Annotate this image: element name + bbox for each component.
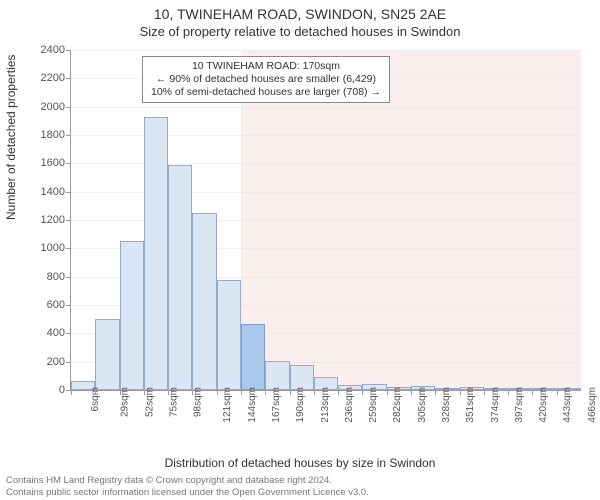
xtick-mark [557, 390, 558, 395]
ytick-mark [66, 305, 71, 306]
ytick-label: 0 [10, 384, 65, 396]
footer-line-1: Contains HM Land Registry data © Crown c… [6, 475, 369, 486]
x-axis-label: Distribution of detached houses by size … [0, 456, 600, 470]
ytick-mark [66, 277, 71, 278]
ytick-label: 1600 [10, 157, 65, 169]
xtick-mark [144, 390, 145, 395]
xtick-mark [265, 390, 266, 395]
xtick-label: 259sqm [368, 387, 379, 423]
xtick-mark [338, 390, 339, 395]
ytick-mark [66, 248, 71, 249]
xtick-mark [532, 390, 533, 395]
xtick-label: 420sqm [538, 387, 549, 423]
histogram-bar [120, 241, 144, 390]
title-subtitle: Size of property relative to detached ho… [0, 24, 600, 39]
xtick-label: 52sqm [144, 387, 155, 417]
histogram-bar [95, 319, 119, 390]
xtick-mark [435, 390, 436, 395]
ytick-mark [66, 362, 71, 363]
xtick-label: 144sqm [247, 387, 258, 423]
histogram-bar [144, 117, 168, 390]
histogram-bar [241, 324, 265, 390]
title-address: 10, TWINEHAM ROAD, SWINDON, SN25 2AE [0, 6, 600, 22]
xtick-mark [387, 390, 388, 395]
annotation-line-1: 10 TWINEHAM ROAD: 170sqm [151, 60, 381, 73]
ytick-label: 1000 [10, 242, 65, 254]
ytick-label: 400 [10, 327, 65, 339]
ytick-mark [66, 192, 71, 193]
xtick-mark [484, 390, 485, 395]
xtick-mark [192, 390, 193, 395]
xtick-label: 167sqm [271, 387, 282, 423]
xtick-label: 466sqm [587, 387, 598, 423]
ytick-mark [66, 135, 71, 136]
xtick-mark [290, 390, 291, 395]
ytick-label: 2200 [10, 72, 65, 84]
annotation-line-3: 10% of semi-detached houses are larger (… [151, 86, 381, 99]
ytick-label: 1800 [10, 129, 65, 141]
histogram-bar [217, 280, 241, 391]
xtick-label: 236sqm [344, 387, 355, 423]
xtick-label: 75sqm [168, 387, 179, 417]
xtick-label: 397sqm [514, 387, 525, 423]
ytick-mark [66, 163, 71, 164]
xtick-mark [508, 390, 509, 395]
histogram-bar [265, 361, 289, 390]
footer-credits: Contains HM Land Registry data © Crown c… [6, 475, 369, 498]
xtick-label: 213sqm [320, 387, 331, 423]
xtick-mark [217, 390, 218, 395]
chart-container: 10, TWINEHAM ROAD, SWINDON, SN25 2AE Siz… [0, 0, 600, 500]
xtick-label: 351sqm [465, 387, 476, 423]
ytick-mark [66, 220, 71, 221]
histogram-bar [192, 213, 216, 390]
xtick-mark [314, 390, 315, 395]
ytick-label: 1400 [10, 186, 65, 198]
ytick-mark [66, 50, 71, 51]
ytick-label: 600 [10, 299, 65, 311]
annotation-line-2: ← 90% of detached houses are smaller (6,… [151, 73, 381, 86]
ytick-mark [66, 78, 71, 79]
xtick-mark [411, 390, 412, 395]
xtick-label: 443sqm [563, 387, 574, 423]
xtick-label: 29sqm [120, 387, 131, 417]
xtick-label: 190sqm [295, 387, 306, 423]
xtick-mark [241, 390, 242, 395]
footer-line-2: Contains public sector information licen… [6, 487, 369, 498]
xtick-mark [120, 390, 121, 395]
xtick-label: 121sqm [223, 387, 234, 423]
xtick-label: 282sqm [393, 387, 404, 423]
histogram-bar [168, 165, 192, 390]
xtick-mark [168, 390, 169, 395]
xtick-label: 98sqm [193, 387, 204, 417]
ytick-label: 200 [10, 356, 65, 368]
chart-area: 0200400600800100012001400160018002000220… [70, 50, 580, 390]
xtick-mark [71, 390, 72, 395]
xtick-label: 328sqm [441, 387, 452, 423]
ytick-mark [66, 107, 71, 108]
xtick-label: 374sqm [490, 387, 501, 423]
ytick-label: 800 [10, 271, 65, 283]
ytick-label: 1200 [10, 214, 65, 226]
xtick-mark [460, 390, 461, 395]
xtick-label: 305sqm [417, 387, 428, 423]
xtick-mark [362, 390, 363, 395]
annotation-box: 10 TWINEHAM ROAD: 170sqm ← 90% of detach… [142, 56, 390, 103]
ytick-label: 2000 [10, 101, 65, 113]
ytick-mark [66, 333, 71, 334]
xtick-mark [95, 390, 96, 395]
ytick-label: 2400 [10, 44, 65, 56]
